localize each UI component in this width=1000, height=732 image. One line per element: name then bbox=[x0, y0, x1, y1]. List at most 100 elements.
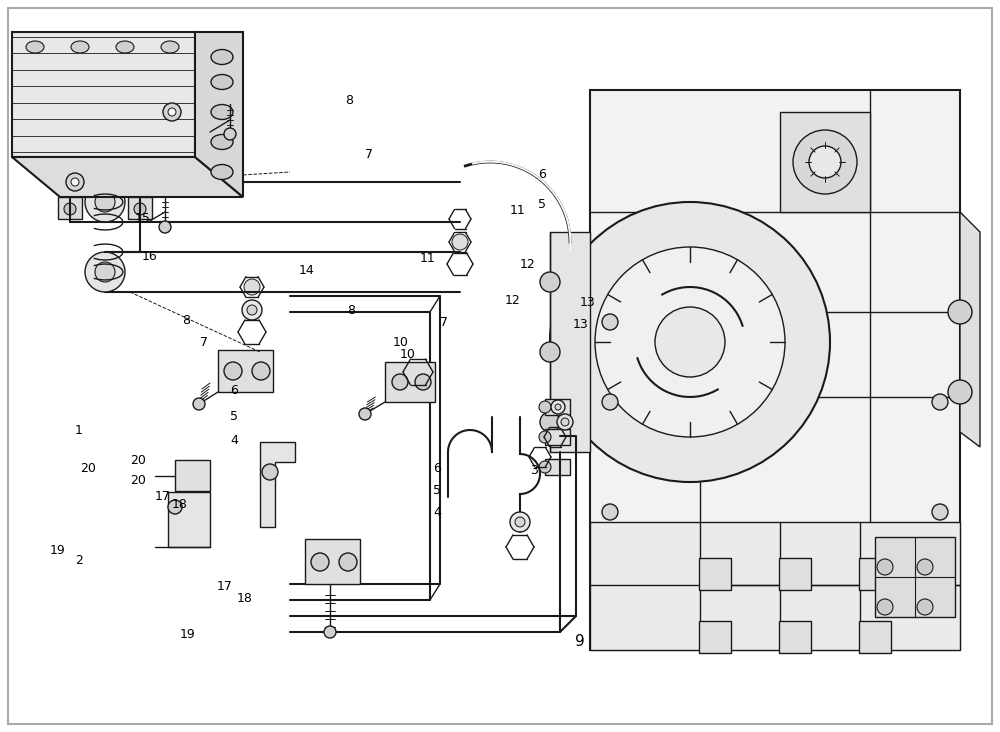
Circle shape bbox=[64, 203, 76, 215]
Text: 6: 6 bbox=[433, 461, 441, 474]
Circle shape bbox=[917, 599, 933, 615]
Ellipse shape bbox=[211, 105, 233, 119]
Polygon shape bbox=[168, 492, 210, 547]
Circle shape bbox=[539, 461, 551, 473]
Circle shape bbox=[551, 400, 565, 414]
Circle shape bbox=[555, 404, 561, 410]
Circle shape bbox=[917, 559, 933, 575]
Text: 5: 5 bbox=[538, 198, 546, 212]
Bar bbox=[779, 621, 811, 653]
Text: 7: 7 bbox=[200, 337, 208, 349]
Circle shape bbox=[168, 108, 176, 116]
Bar bbox=[779, 558, 811, 590]
Circle shape bbox=[95, 262, 115, 282]
Circle shape bbox=[242, 300, 262, 320]
Text: 19: 19 bbox=[50, 543, 66, 556]
Bar bbox=[699, 558, 731, 590]
Circle shape bbox=[193, 398, 205, 410]
Polygon shape bbox=[960, 212, 980, 447]
Text: 4: 4 bbox=[433, 507, 441, 520]
Ellipse shape bbox=[211, 135, 233, 149]
Text: 1: 1 bbox=[75, 424, 83, 436]
Bar bbox=[545, 459, 570, 475]
Circle shape bbox=[262, 464, 278, 480]
Ellipse shape bbox=[116, 41, 134, 53]
Circle shape bbox=[392, 374, 408, 390]
Text: 11: 11 bbox=[510, 203, 526, 217]
Circle shape bbox=[311, 553, 329, 571]
Text: 11: 11 bbox=[420, 252, 436, 264]
Bar bbox=[218, 350, 273, 392]
Text: 7: 7 bbox=[365, 149, 373, 162]
Circle shape bbox=[602, 504, 618, 520]
Circle shape bbox=[452, 234, 468, 250]
Circle shape bbox=[602, 394, 618, 410]
Circle shape bbox=[163, 103, 181, 121]
Bar bbox=[545, 429, 570, 445]
Circle shape bbox=[515, 517, 525, 527]
Polygon shape bbox=[260, 442, 295, 527]
Text: 9: 9 bbox=[575, 635, 585, 649]
Circle shape bbox=[71, 178, 79, 186]
Ellipse shape bbox=[211, 165, 233, 179]
Circle shape bbox=[339, 553, 357, 571]
Circle shape bbox=[244, 279, 260, 295]
Bar bbox=[699, 621, 731, 653]
Circle shape bbox=[877, 599, 893, 615]
Text: 16: 16 bbox=[142, 250, 158, 263]
Text: 18: 18 bbox=[172, 498, 188, 512]
Circle shape bbox=[252, 362, 270, 380]
Circle shape bbox=[324, 626, 336, 638]
Text: 20: 20 bbox=[80, 461, 96, 474]
Ellipse shape bbox=[26, 41, 44, 53]
Circle shape bbox=[561, 418, 569, 426]
Text: 15: 15 bbox=[135, 212, 151, 225]
Text: 5: 5 bbox=[433, 484, 441, 496]
Polygon shape bbox=[195, 32, 243, 197]
Text: 10: 10 bbox=[400, 348, 416, 362]
Text: 17: 17 bbox=[217, 580, 233, 594]
Polygon shape bbox=[780, 112, 870, 212]
Circle shape bbox=[932, 394, 948, 410]
Polygon shape bbox=[875, 537, 955, 617]
Polygon shape bbox=[12, 32, 195, 157]
Circle shape bbox=[539, 401, 551, 413]
Text: 2: 2 bbox=[75, 553, 83, 567]
Text: 19: 19 bbox=[180, 629, 196, 641]
Bar bbox=[305, 539, 360, 584]
Polygon shape bbox=[58, 197, 82, 219]
Circle shape bbox=[415, 374, 431, 390]
Text: 20: 20 bbox=[130, 474, 146, 487]
Text: 8: 8 bbox=[182, 313, 190, 326]
Text: 8: 8 bbox=[345, 94, 353, 106]
Circle shape bbox=[85, 252, 125, 292]
Polygon shape bbox=[590, 522, 960, 650]
Bar bbox=[859, 621, 891, 653]
Circle shape bbox=[95, 192, 115, 212]
Circle shape bbox=[510, 512, 530, 532]
Ellipse shape bbox=[211, 75, 233, 89]
Polygon shape bbox=[550, 232, 590, 452]
Circle shape bbox=[224, 362, 242, 380]
Circle shape bbox=[247, 305, 257, 315]
Circle shape bbox=[540, 412, 560, 432]
Ellipse shape bbox=[71, 41, 89, 53]
Circle shape bbox=[66, 173, 84, 191]
Text: 7: 7 bbox=[440, 315, 448, 329]
Ellipse shape bbox=[211, 50, 233, 64]
Circle shape bbox=[655, 307, 725, 377]
Text: 6: 6 bbox=[538, 168, 546, 182]
Circle shape bbox=[809, 146, 841, 178]
Text: 17: 17 bbox=[155, 490, 171, 504]
Circle shape bbox=[85, 182, 125, 222]
Circle shape bbox=[932, 504, 948, 520]
Circle shape bbox=[540, 342, 560, 362]
Polygon shape bbox=[175, 460, 210, 491]
Text: 12: 12 bbox=[505, 294, 521, 307]
Text: 5: 5 bbox=[230, 409, 238, 422]
Circle shape bbox=[224, 128, 236, 140]
Circle shape bbox=[877, 559, 893, 575]
Circle shape bbox=[159, 221, 171, 233]
Text: 13: 13 bbox=[580, 296, 596, 310]
Text: 10: 10 bbox=[393, 335, 409, 348]
